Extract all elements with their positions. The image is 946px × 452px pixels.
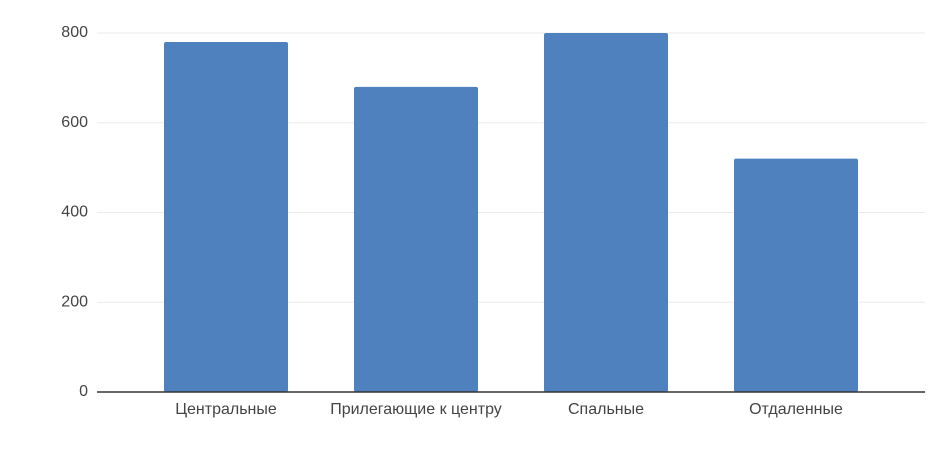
bar (354, 86, 478, 392)
y-tick-label: 600 (61, 114, 88, 131)
x-tick-label: Спальные (568, 401, 644, 418)
bar (164, 41, 288, 392)
x-tick-label: Отдаленные (749, 401, 843, 418)
y-tick-label: 200 (61, 293, 88, 310)
y-tick-label: 0 (79, 383, 88, 400)
y-tick-label: 400 (61, 204, 88, 221)
bar (544, 33, 668, 392)
y-tick-label: 800 (61, 24, 88, 41)
bar (734, 158, 858, 392)
x-tick-label: Прилегающие к центру (330, 401, 502, 418)
x-tick-label: Центральные (175, 401, 277, 418)
